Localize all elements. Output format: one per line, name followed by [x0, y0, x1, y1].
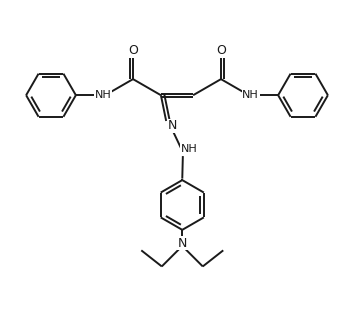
Text: N: N — [178, 237, 187, 250]
Text: NH: NH — [242, 90, 259, 100]
Text: NH: NH — [181, 144, 198, 154]
Text: O: O — [216, 44, 226, 57]
Text: N: N — [168, 119, 177, 133]
Text: NH: NH — [95, 90, 112, 100]
Text: O: O — [128, 44, 138, 57]
